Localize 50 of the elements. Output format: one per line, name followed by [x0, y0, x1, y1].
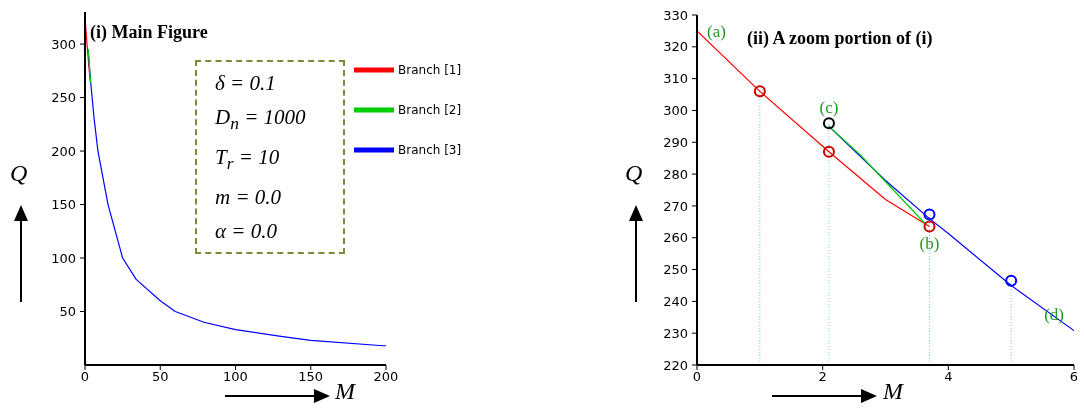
y-axis-title: Q	[625, 160, 643, 187]
y-tick-label: 150	[51, 197, 76, 213]
annotation: α = 0.0	[215, 218, 278, 246]
y-tick-label: 300	[51, 36, 76, 52]
y-tick-label: 220	[663, 357, 688, 373]
y-axis-title: Q	[10, 160, 28, 187]
x-axis-title: M	[335, 378, 355, 405]
x-tick-label: 0	[80, 369, 90, 385]
y-tick-label: 290	[663, 134, 688, 150]
y-tick-label: 320	[663, 39, 688, 55]
point	[1005, 274, 1018, 287]
point	[923, 208, 936, 221]
x-tick-label: 4	[944, 369, 953, 385]
x-tick-label: 200	[373, 369, 399, 385]
annotation: D$_{n}$ = 1000	[215, 104, 307, 136]
y-tick-label: 310	[663, 71, 688, 87]
y-tick-label: 250	[663, 262, 688, 278]
x-tick-label: 150	[298, 369, 324, 385]
point	[822, 145, 835, 158]
y-tick-label: 200	[51, 143, 76, 159]
x-tick-label: 0	[692, 369, 702, 385]
point	[753, 85, 766, 98]
x-tick-label: 100	[223, 369, 248, 385]
y-tick-label: 240	[663, 293, 688, 309]
x-axis-title: M	[883, 378, 903, 405]
y-tick-label: 250	[51, 90, 76, 106]
annotation: (a)	[707, 21, 726, 41]
point	[822, 117, 835, 130]
annotation: δ = 0.1	[215, 70, 277, 97]
x-tick-label: 50	[151, 369, 169, 385]
y-tick-label: 300	[663, 103, 688, 119]
legend-label: Branch [1]	[398, 62, 462, 77]
y-tick-label: 270	[663, 198, 688, 214]
annotation: T$_{r}$ = 10	[215, 144, 281, 176]
annotation: (c)	[819, 98, 839, 118]
y-tick-label: 330	[663, 7, 688, 23]
y-tick-label: 50	[59, 304, 76, 320]
x-tick-label: 6	[1069, 369, 1079, 385]
point	[923, 220, 936, 233]
annotation: (b)	[919, 233, 940, 253]
y-tick-label: 280	[663, 166, 688, 182]
text: (i) Main Figure	[90, 22, 208, 43]
y-tick-label: 230	[663, 325, 688, 341]
x-tick-label: 2	[818, 369, 827, 385]
text: (ii) A zoom portion of (i)	[747, 28, 933, 49]
y-tick-label: 100	[51, 250, 76, 266]
y-tick-label: 260	[663, 230, 688, 246]
annotation: m = 0.0	[215, 184, 283, 212]
legend-label: Branch [3]	[398, 142, 462, 157]
legend-label: Branch [2]	[398, 102, 462, 117]
